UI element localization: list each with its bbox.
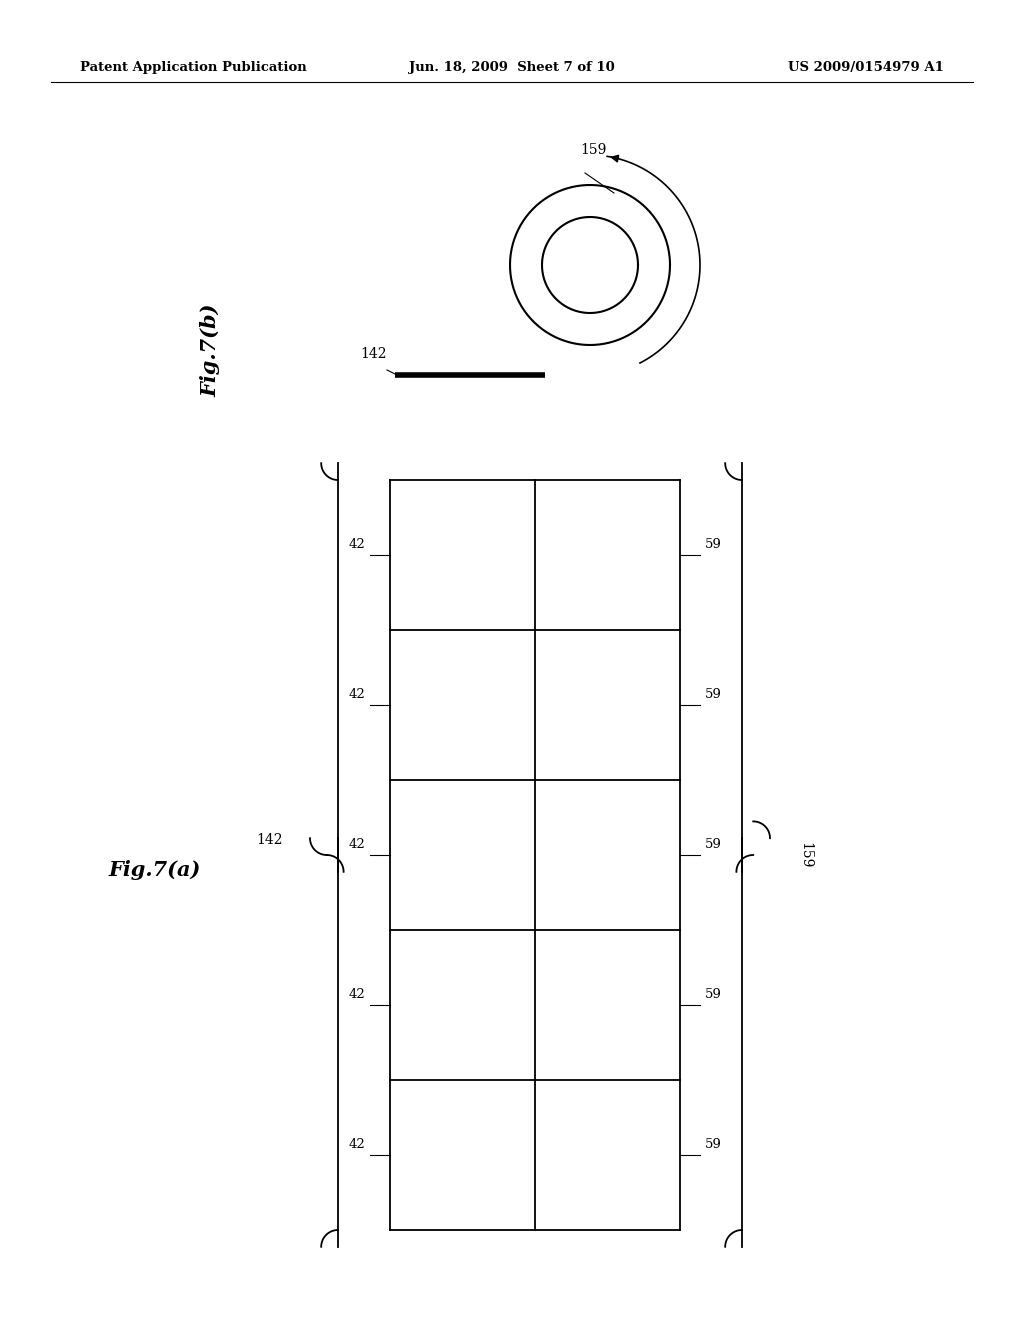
Text: 59: 59	[705, 539, 722, 550]
Text: Fig.7(b): Fig.7(b)	[200, 304, 220, 397]
Text: Fig.7(a): Fig.7(a)	[109, 861, 201, 880]
Text: 42: 42	[348, 688, 365, 701]
Text: 142: 142	[360, 347, 387, 360]
Text: 59: 59	[705, 838, 722, 851]
Text: Jun. 18, 2009  Sheet 7 of 10: Jun. 18, 2009 Sheet 7 of 10	[410, 62, 614, 74]
Text: 59: 59	[705, 688, 722, 701]
Text: 42: 42	[348, 539, 365, 550]
Text: 42: 42	[348, 1138, 365, 1151]
Text: US 2009/0154979 A1: US 2009/0154979 A1	[788, 62, 944, 74]
Text: 42: 42	[348, 987, 365, 1001]
Text: 42: 42	[348, 838, 365, 851]
Text: 142: 142	[257, 833, 284, 847]
Text: 159: 159	[580, 143, 606, 157]
Text: 59: 59	[705, 1138, 722, 1151]
Text: Patent Application Publication: Patent Application Publication	[80, 62, 307, 74]
Text: 59: 59	[705, 987, 722, 1001]
Text: 159: 159	[798, 842, 812, 869]
